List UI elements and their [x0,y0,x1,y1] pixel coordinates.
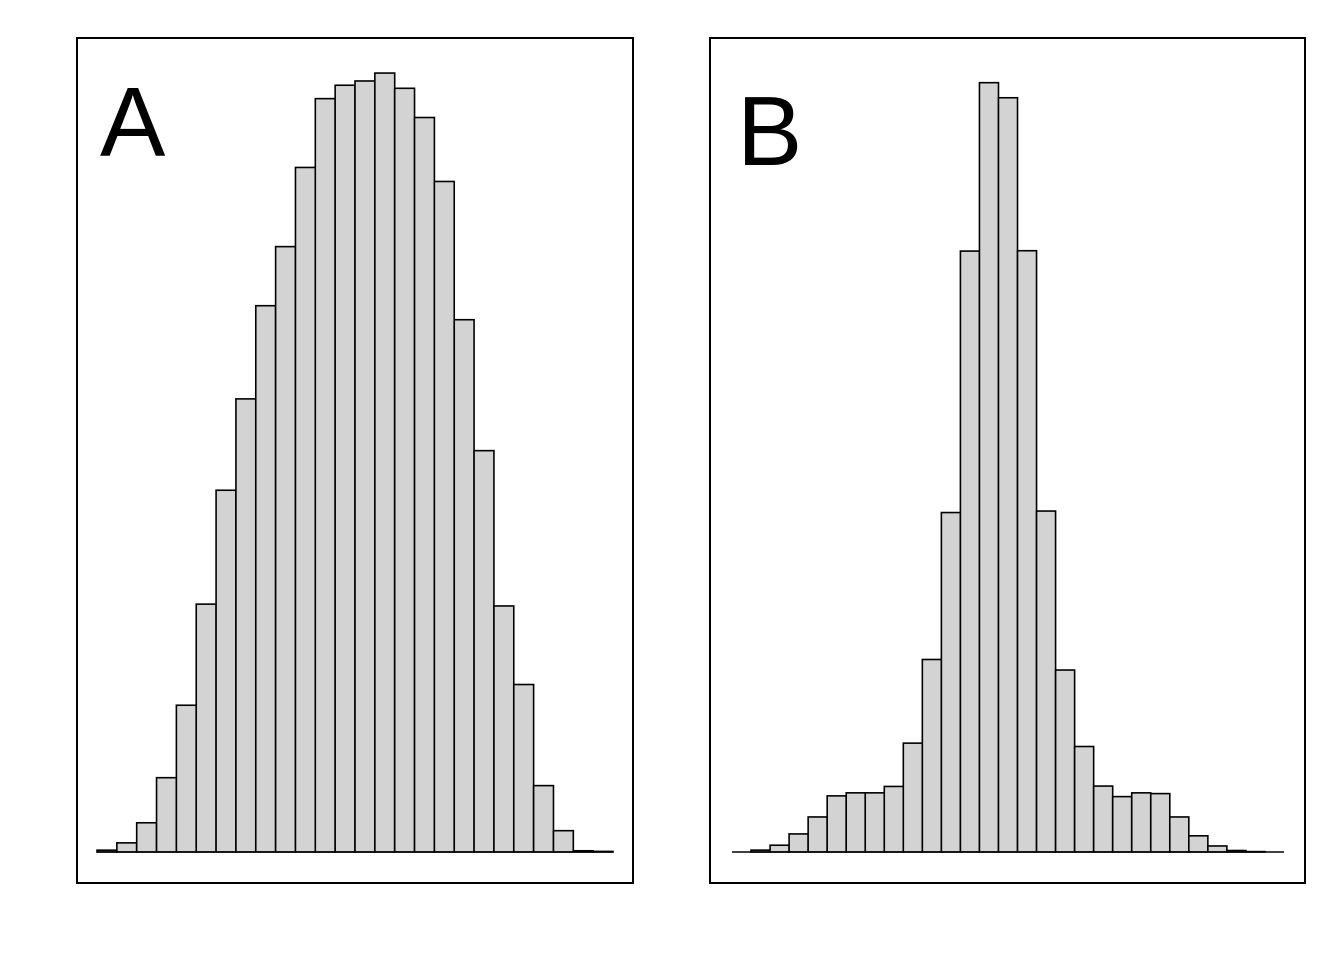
panel-a-bar-14 [354,80,376,853]
panel-b-bars [750,81,1266,853]
panel-a-bar-7 [215,489,237,853]
panel-b-bar-22 [1130,792,1152,853]
panel-a-bar-15 [374,72,396,853]
panel-a-bar-9 [254,304,277,853]
panel-b-bar-4 [788,833,809,853]
panel-a-bar-19 [453,318,475,853]
panel-b-bar-8 [864,792,886,853]
panel-a-bar-4 [155,776,178,853]
panel-a-bar-6 [195,603,217,853]
panel-b-bar-17 [1035,510,1057,853]
panel-b-bar-10 [902,742,924,853]
histogram-panel-a: A [76,37,634,884]
panel-b-bar-6 [826,795,847,853]
panel-a-bar-17 [413,116,436,853]
panel-a-bar-12 [314,97,336,853]
panel-a-bar-20 [473,449,495,853]
panel-a-bar-23 [532,784,555,853]
panel-a-bar-16 [393,87,416,853]
panel-b-bar-12 [940,511,962,853]
panel-a-bar-24 [552,829,575,853]
panel-b-bar-3 [769,844,790,853]
panel-a-bar-11 [294,166,317,853]
panel-b-bar-14 [978,81,1000,853]
panel-b-bar-7 [845,792,867,853]
panel-a-bar-18 [433,180,456,853]
panel-a-bar-10 [274,245,297,853]
panel-a-bar-22 [512,683,535,853]
panel-b-bar-5 [807,816,828,853]
panel-a-bar-2 [116,842,138,853]
histogram-panel-b: B [709,37,1306,884]
panel-b-bar-21 [1111,795,1133,853]
panel-b-bar-25 [1188,834,1209,853]
panel-b-bar-26 [1207,845,1228,853]
panel-b-bar-23 [1149,792,1171,853]
panel-b-bar-19 [1073,745,1095,853]
panel-b-bar-13 [959,250,981,853]
panel-a-bar-5 [175,704,198,853]
panel-b-bar-18 [1054,669,1076,853]
panel-a-bar-8 [235,398,257,853]
panel-a-label: A [100,67,166,177]
panel-b-bar-16 [1016,249,1038,853]
panel-b-bar-24 [1168,816,1190,853]
panel-a-frame [76,37,634,884]
panel-a-bars [96,72,614,853]
panel-a-bar-3 [135,821,158,853]
panel-b-bar-15 [997,96,1019,853]
panel-a-bar-21 [493,605,515,853]
panel-b-label: B [737,76,802,186]
panel-b-bar-11 [921,658,943,853]
panel-a-bar-13 [334,84,356,853]
panel-b-bar-9 [883,785,905,853]
panel-b-frame [709,37,1306,884]
panel-b-bar-20 [1092,785,1114,853]
